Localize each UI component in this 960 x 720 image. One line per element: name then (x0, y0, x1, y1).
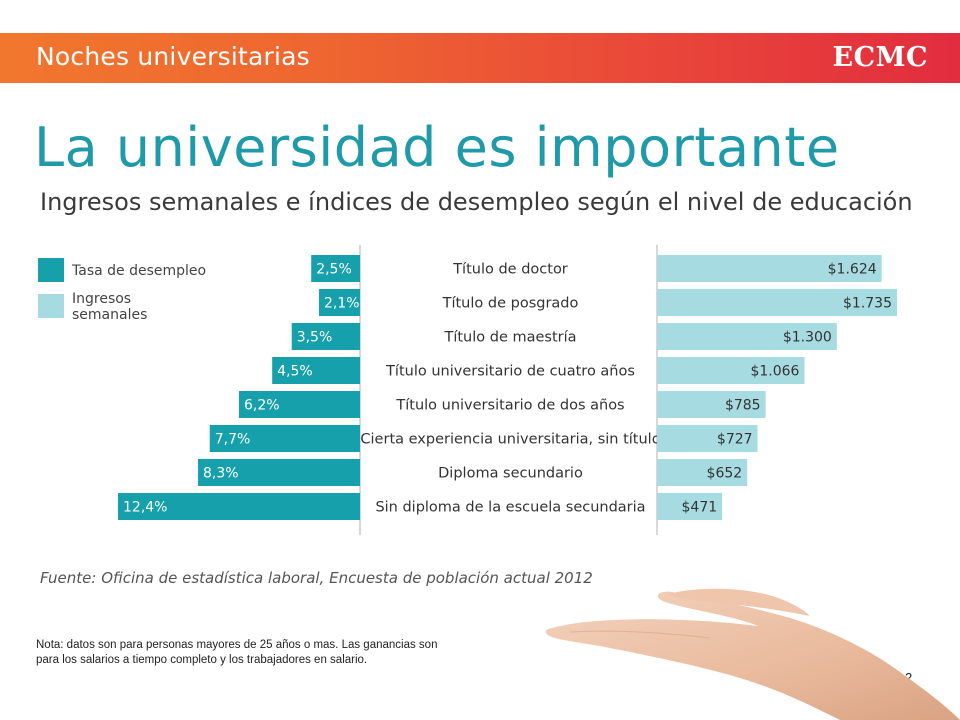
hand-image (545, 588, 960, 720)
footnote: Nota: datos son para personas mayores de… (36, 639, 438, 666)
earnings-bar-7 (657, 459, 748, 486)
legend-label-unemployment: Tasa de desempleo (71, 263, 206, 279)
category-label-2: Título de posgrado (442, 296, 579, 312)
chart-subtitle: Ingresos semanales e índices de desemple… (40, 188, 913, 216)
earnings-label-6: $727 (717, 432, 753, 448)
unemployment-bar-5 (239, 391, 360, 418)
unemployment-bar-4 (272, 357, 360, 384)
unemployment-bar-1 (311, 255, 360, 282)
page-title: La universidad es importante (34, 116, 840, 179)
thumb-shape (668, 588, 810, 616)
page-number: 2 (905, 670, 913, 685)
hand-shape (545, 591, 960, 720)
category-label-1: Título de doctor (452, 262, 568, 278)
section-title: Noches universitarias (36, 42, 310, 71)
source-text: Fuente: Oficina de estadística laboral, … (40, 569, 593, 587)
legend-swatch-earnings (38, 294, 64, 318)
unemployment-bar-2 (319, 289, 360, 316)
unemployment-label-3: 3,5% (297, 330, 333, 346)
earnings-label-5: $785 (725, 398, 761, 414)
unemployment-label-7: 8,3% (203, 466, 239, 482)
earnings-label-8: $471 (682, 500, 718, 516)
legend-swatch-unemployment (38, 258, 64, 282)
earnings-bar-8 (657, 493, 723, 520)
category-label-3: Título de maestría (443, 330, 576, 346)
unemployment-label-4: 4,5% (277, 364, 313, 380)
category-label-7: Diploma secundario (438, 466, 583, 482)
earnings-bar-1 (657, 255, 882, 282)
earnings-bar-2 (657, 289, 897, 316)
earnings-label-1: $1.624 (828, 262, 877, 278)
unemployment-bar-7 (198, 459, 360, 486)
earnings-label-7: $652 (707, 466, 743, 482)
unemployment-bar-8 (118, 493, 360, 520)
unemployment-bar-6 (209, 425, 360, 452)
unemployment-label-8: 12,4% (123, 500, 167, 516)
earnings-label-3: $1.300 (783, 330, 832, 346)
unemployment-bar-3 (291, 323, 360, 350)
unemployment-label-5: 6,2% (244, 398, 280, 414)
earnings-bar-3 (657, 323, 837, 350)
earnings-bar-5 (657, 391, 766, 418)
earnings-label-4: $1.066 (750, 364, 799, 380)
unemployment-label-6: 7,7% (215, 432, 251, 448)
legend-label-earnings-line-2: semanales (72, 307, 147, 323)
legend-label-earnings-line-1: Ingresos (72, 291, 131, 307)
ecmc-logo: ECMC (832, 42, 928, 73)
unemployment-label-2: 2,1% (324, 296, 360, 312)
header-banner: Noches universitarias ECMC (0, 33, 960, 83)
category-label-5: Título universitario de dos años (395, 398, 624, 414)
unemployment-label-1: 2,5% (316, 262, 352, 278)
category-label-6: Cierta experiencia universitaria, sin tí… (360, 432, 660, 448)
category-label-4: Título universitario de cuatro años (385, 364, 635, 380)
category-label-8: Sin diploma de la escuela secundaria (375, 500, 645, 516)
earnings-bar-4 (657, 357, 805, 384)
earnings-bar-6 (657, 425, 758, 452)
earnings-label-2: $1.735 (843, 296, 892, 312)
